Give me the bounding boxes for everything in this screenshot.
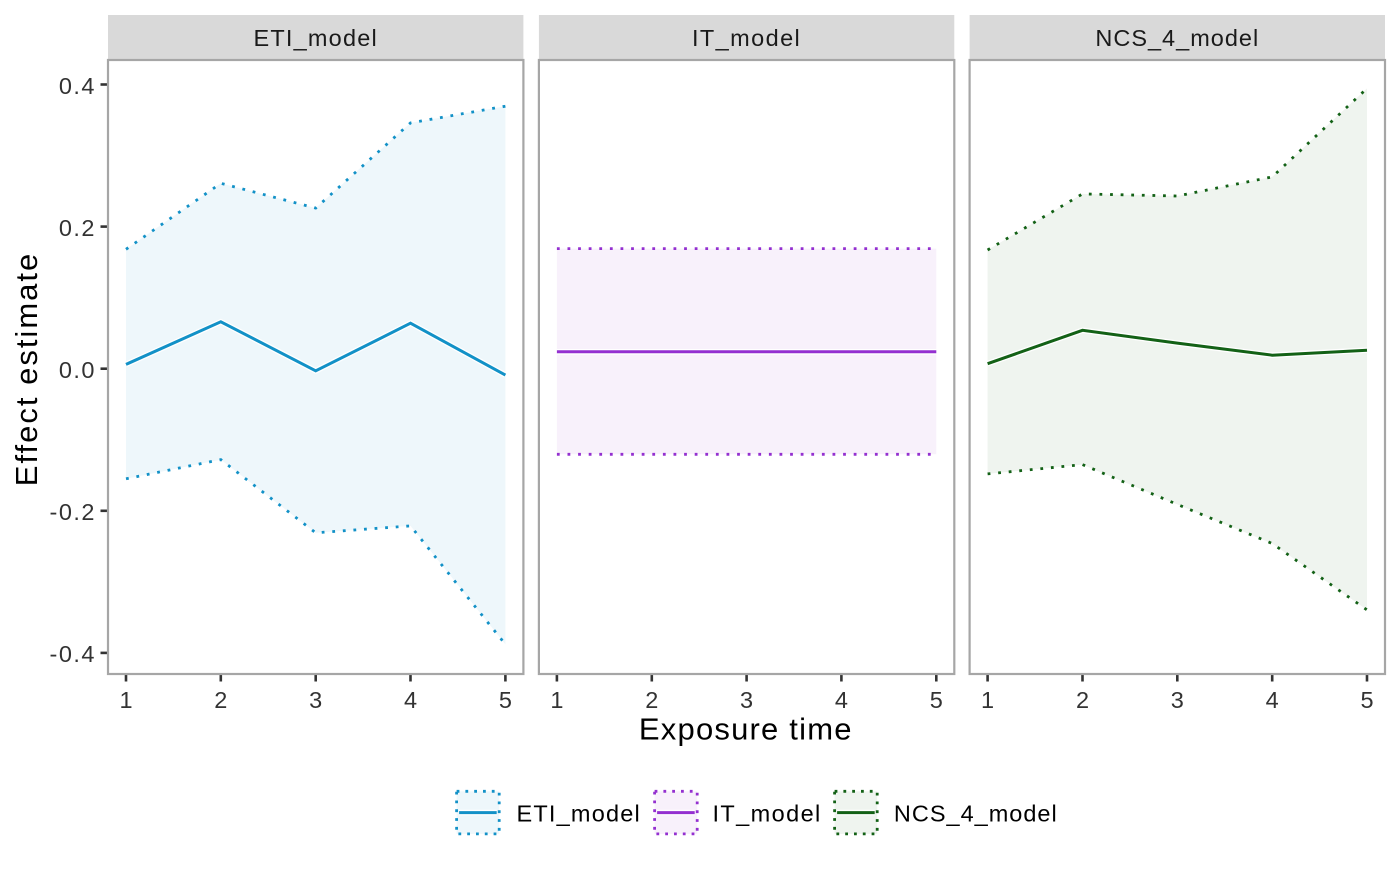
svg-text:IT_model: IT_model — [692, 25, 801, 51]
svg-text:2: 2 — [214, 687, 227, 713]
svg-text:3: 3 — [309, 687, 322, 713]
svg-text:1: 1 — [119, 687, 132, 713]
svg-text:ETI_model: ETI_model — [517, 800, 641, 826]
svg-text:NCS_4_model: NCS_4_model — [894, 800, 1058, 826]
svg-text:IT_model: IT_model — [713, 800, 822, 826]
svg-text:0.2: 0.2 — [59, 215, 96, 241]
svg-text:4: 4 — [835, 687, 848, 713]
svg-text:NCS_4_model: NCS_4_model — [1095, 25, 1259, 51]
svg-text:0.0: 0.0 — [59, 357, 96, 383]
svg-text:3: 3 — [1171, 687, 1184, 713]
svg-text:Effect estimate: Effect estimate — [9, 252, 44, 486]
svg-text:5: 5 — [499, 687, 512, 713]
svg-text:2: 2 — [1076, 687, 1089, 713]
svg-text:1: 1 — [981, 687, 994, 713]
svg-text:2: 2 — [645, 687, 658, 713]
svg-text:-0.4: -0.4 — [50, 641, 97, 667]
svg-text:Exposure time: Exposure time — [639, 712, 853, 747]
svg-text:0.4: 0.4 — [59, 73, 96, 99]
svg-text:-0.2: -0.2 — [50, 499, 97, 525]
svg-text:1: 1 — [550, 687, 563, 713]
svg-text:3: 3 — [740, 687, 753, 713]
svg-text:5: 5 — [930, 687, 943, 713]
svg-text:ETI_model: ETI_model — [253, 25, 377, 51]
svg-text:4: 4 — [404, 687, 417, 713]
svg-text:4: 4 — [1266, 687, 1279, 713]
svg-text:5: 5 — [1360, 687, 1373, 713]
